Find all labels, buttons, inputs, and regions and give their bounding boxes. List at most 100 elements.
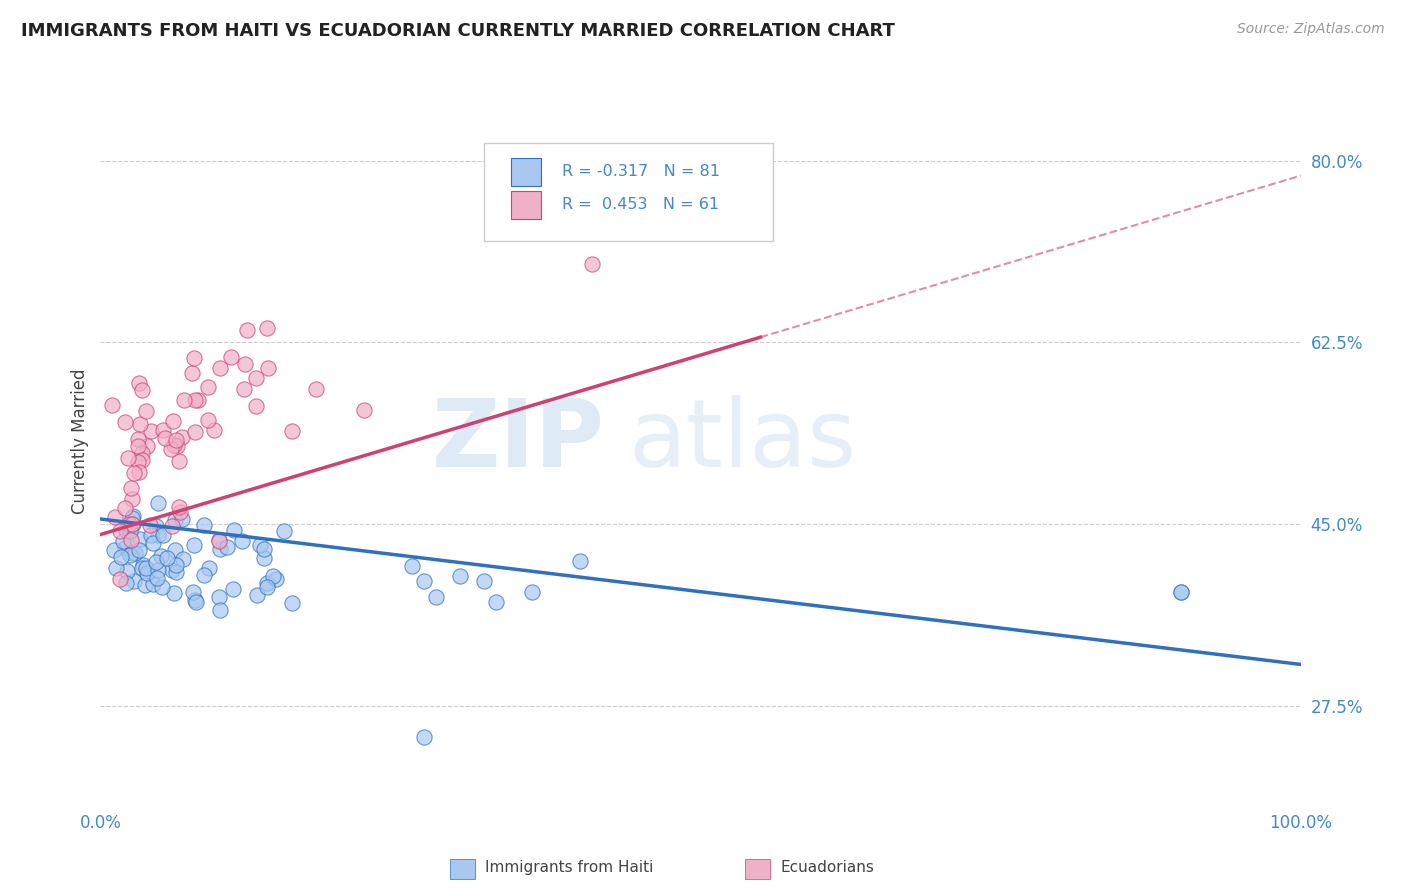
Point [117,450,139,465]
Point [142,535,165,549]
Point [135,561,157,575]
Point [257,361,280,376]
Point [108,524,131,539]
Point [121,517,143,532]
Point [184,592,207,607]
Point [145,555,167,569]
Point [165,565,187,579]
Point [193,518,215,533]
Point [162,414,184,428]
Point [131,558,153,573]
Point [264,572,287,586]
Point [202,423,225,437]
Point [208,533,231,547]
Point [172,551,194,566]
Point [139,528,162,542]
Point [118,517,141,532]
Point [127,433,149,447]
Point [103,542,125,557]
Point [128,376,150,390]
Point [120,533,142,547]
Text: R =  0.453   N = 61: R = 0.453 N = 61 [562,197,720,212]
Point [1170,584,1192,599]
Point [153,431,176,445]
Point [305,382,328,396]
Point [474,574,496,589]
Point [115,564,138,578]
Point [209,361,232,376]
Point [152,423,174,437]
Point [160,519,183,533]
Point [120,481,142,495]
Point [197,413,219,427]
Point [131,453,153,467]
Text: atlas: atlas [628,395,856,487]
Point [160,442,183,456]
Point [215,540,238,554]
Point [104,509,127,524]
Point [136,439,159,453]
Point [233,357,256,371]
Point [273,524,295,538]
Point [165,434,187,448]
Point [184,425,207,439]
Point [236,323,259,337]
Point [569,553,592,567]
Point [155,551,177,566]
Point [146,527,169,541]
Point [186,595,208,609]
Point [139,425,162,439]
Point [150,580,173,594]
Point [135,566,157,581]
Point [127,439,149,453]
Point [197,379,219,393]
Point [449,569,471,583]
Point [101,398,124,412]
Point [253,541,276,556]
Point [170,430,193,444]
Point [108,572,131,586]
Point [231,534,253,549]
Point [413,574,436,589]
Point [115,523,138,537]
Point [209,541,232,556]
Point [183,538,205,552]
Point [114,541,136,556]
Point [208,590,231,604]
Point [152,528,174,542]
Point [127,455,149,469]
Point [281,596,304,610]
Point [246,588,269,602]
Point [135,403,157,417]
Point [252,550,274,565]
Point [425,590,447,604]
Point [172,512,194,526]
Point [208,534,231,549]
Text: Immigrants from Haiti: Immigrants from Haiti [485,860,654,874]
Point [163,543,186,558]
Point [124,546,146,560]
Point [150,549,173,563]
Point [111,533,134,548]
Point [129,532,152,546]
Point [117,524,139,539]
Point [221,351,243,365]
Point [581,257,603,271]
Point [160,563,183,577]
Point [222,523,245,537]
Point [114,501,136,516]
FancyBboxPatch shape [510,191,541,219]
Point [118,524,141,538]
Point [129,417,152,431]
Point [222,582,245,597]
Point [485,595,508,609]
Point [186,392,208,407]
Point [183,392,205,407]
Point [169,505,191,519]
Point [146,496,169,510]
Point [193,568,215,582]
Point [148,563,170,577]
Point [121,511,143,525]
Point [165,558,187,573]
Point [163,438,186,452]
